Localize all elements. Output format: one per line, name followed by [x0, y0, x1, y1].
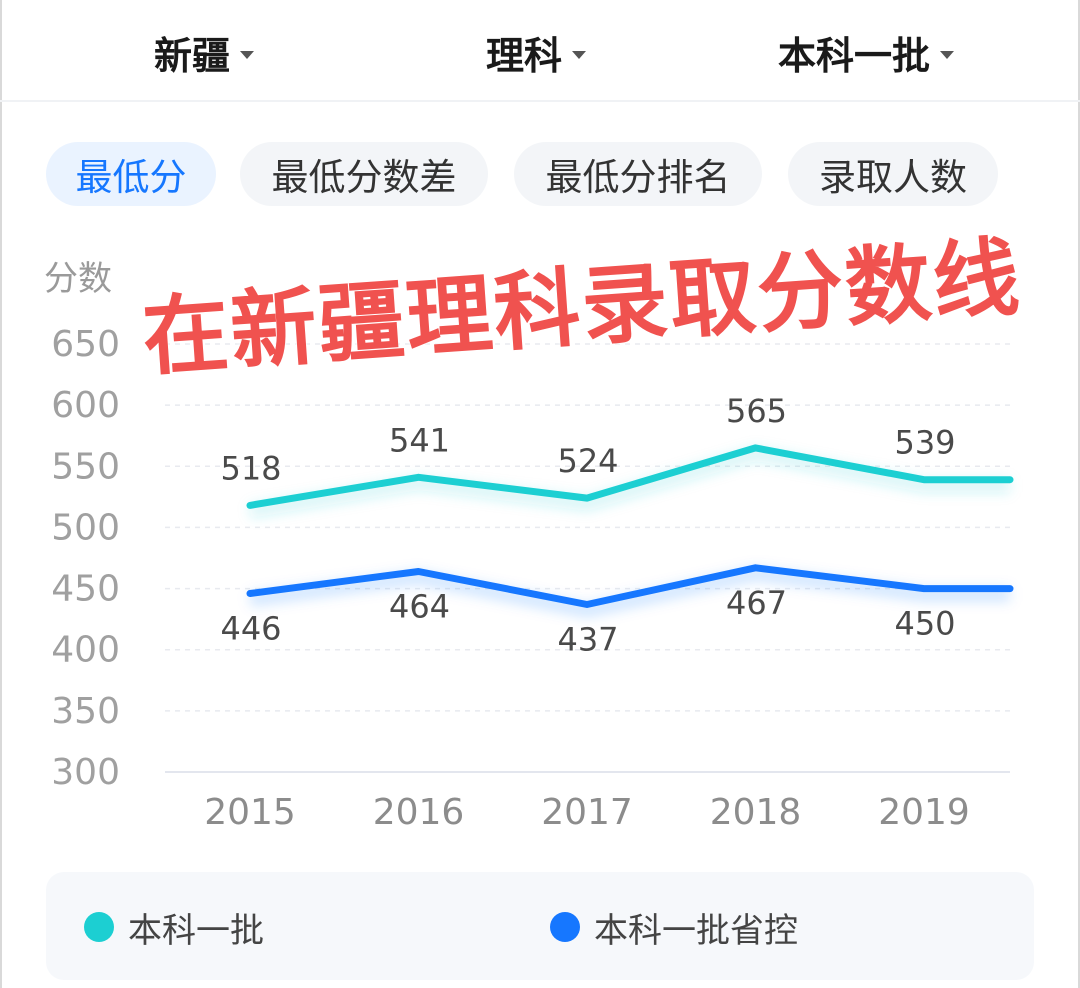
y-tick-label: 600	[51, 385, 120, 426]
y-tick-label: 650	[51, 324, 120, 365]
tab-min-score[interactable]: 最低分	[46, 142, 216, 206]
batch-dropdown[interactable]: 本科一批	[778, 24, 955, 80]
y-tick-label: 450	[51, 569, 120, 610]
x-tick-label: 2015	[204, 792, 296, 833]
subject-dropdown[interactable]: 理科	[486, 24, 587, 80]
series-line	[246, 444, 1014, 509]
metric-tabs: 最低分 最低分数差 最低分排名 录取人数	[0, 142, 1080, 208]
filter-bar: 新疆 理科 本科一批	[0, 0, 1080, 102]
y-tick-label: 500	[51, 507, 120, 548]
y-tick-label: 300	[51, 752, 120, 793]
y-tick-label: 350	[51, 691, 120, 732]
batch-label: 本科一批	[778, 33, 931, 78]
legend-item-series2[interactable]: 本科一批省控	[550, 902, 798, 952]
data-label: 565	[726, 392, 787, 430]
tab-admission-count[interactable]: 录取人数	[788, 142, 998, 206]
y-axis: 300 350 400 450 500 550 600 650	[51, 324, 120, 793]
data-labels: 518 541 524 565 539 446 464 437 467 450	[220, 392, 955, 659]
left-edge	[0, 0, 2, 988]
tab-min-score-diff[interactable]: 最低分数差	[240, 142, 488, 206]
data-label: 541	[389, 421, 450, 459]
legend-dot-icon	[84, 912, 114, 942]
data-label: 539	[894, 424, 955, 462]
series-line-glow	[248, 446, 1010, 519]
legend-label-series1: 本科一批	[128, 910, 264, 951]
score-line-chart: 分数 300 350 400 450 500 550 600 650 2015 2016 2017…	[44, 259, 1014, 833]
x-tick-label: 2018	[710, 792, 802, 833]
data-label: 524	[557, 442, 618, 480]
legend-label-series2: 本科一批省控	[594, 910, 798, 951]
data-label: 467	[726, 584, 787, 622]
y-tick-label: 400	[51, 630, 120, 671]
x-tick-label: 2016	[373, 792, 465, 833]
series-line	[246, 564, 1014, 608]
legend-item-series1[interactable]: 本科一批	[84, 902, 264, 952]
caret-down-icon	[240, 51, 255, 59]
data-label: 518	[220, 449, 281, 487]
data-label: 446	[220, 609, 281, 647]
x-tick-label: 2017	[541, 792, 633, 833]
caret-down-icon	[572, 51, 587, 59]
chart-legend: 本科一批 本科一批省控	[46, 872, 1034, 980]
legend-dot-icon	[550, 912, 580, 942]
series-line-glow	[249, 566, 1010, 618]
data-label: 437	[557, 620, 618, 658]
x-tick-label: 2019	[878, 792, 970, 833]
province-label: 新疆	[154, 33, 231, 78]
subject-label: 理科	[486, 33, 563, 78]
y-axis-label: 分数	[44, 259, 112, 299]
tab-min-score-rank[interactable]: 最低分排名	[514, 142, 762, 206]
grid-lines	[165, 343, 1010, 773]
caret-down-icon	[940, 51, 955, 59]
y-tick-label: 550	[51, 446, 120, 487]
data-label: 464	[389, 587, 450, 625]
series-group	[246, 444, 1014, 618]
x-axis: 2015 2016 2017 2018 2019	[204, 792, 970, 833]
data-label: 450	[894, 605, 955, 643]
province-dropdown[interactable]: 新疆	[154, 24, 255, 80]
right-edge	[1078, 0, 1080, 988]
